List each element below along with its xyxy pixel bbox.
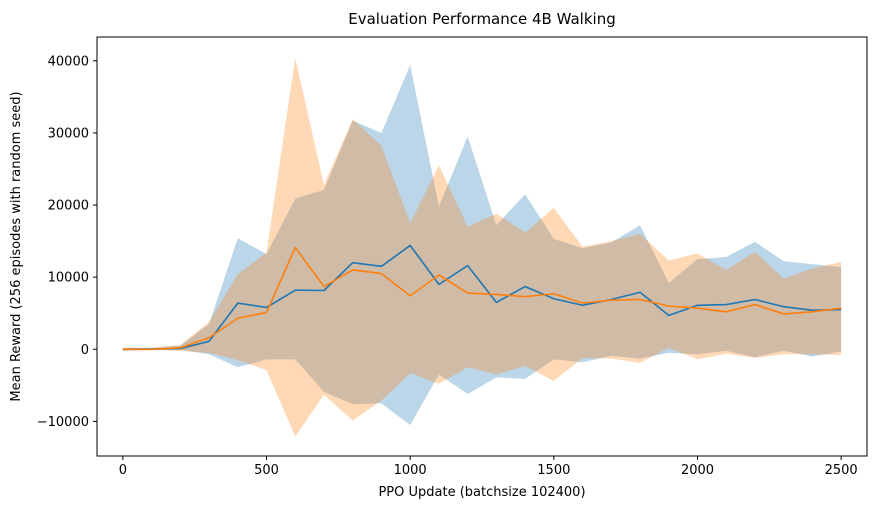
series-2-band	[122, 57, 842, 437]
y-axis-label: Mean Reward (256 episodes with random se…	[9, 91, 24, 401]
x-axis-label: PPO Update (batchsize 102400)	[378, 485, 585, 500]
x-tick-label: 1500	[537, 463, 570, 478]
x-tick-label: 0	[119, 463, 127, 478]
y-tick-label: 20000	[48, 199, 89, 214]
x-axis-ticks: 0 500 1000 1500 2000 2500	[119, 456, 858, 478]
x-tick-label: 2000	[681, 463, 714, 478]
x-tick-label: 500	[254, 463, 279, 478]
y-tick-label: −10000	[37, 415, 89, 430]
series-2-line	[122, 246, 842, 351]
y-tick-label: 40000	[48, 54, 89, 69]
series-lines	[122, 244, 842, 351]
x-tick-label: 2500	[825, 463, 858, 478]
chart-title: Evaluation Performance 4B Walking	[348, 10, 615, 28]
y-axis-ticks: −10000 0 10000 20000 30000 40000	[37, 54, 97, 430]
confidence-bands	[122, 57, 842, 437]
series-1-band	[122, 65, 842, 425]
y-tick-label: 30000	[48, 126, 89, 141]
x-tick-label: 1000	[394, 463, 427, 478]
y-tick-label: 10000	[48, 271, 89, 286]
plot-frame	[96, 36, 868, 457]
y-tick-label: 0	[81, 343, 89, 358]
series-1-line	[122, 244, 842, 351]
